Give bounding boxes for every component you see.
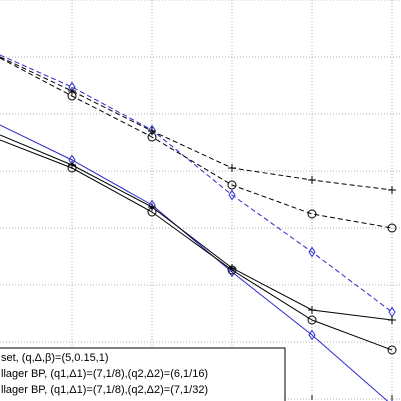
marker bbox=[228, 266, 236, 278]
marker bbox=[387, 345, 397, 355]
marker bbox=[228, 164, 236, 172]
marker bbox=[388, 186, 396, 194]
marker bbox=[227, 180, 237, 190]
legend-label: llager BP, (q1,Δ1)=(7,1/8),(q2,Δ2)=(7,1/… bbox=[1, 384, 208, 396]
marker bbox=[227, 265, 237, 275]
marker bbox=[387, 223, 397, 233]
marker bbox=[307, 209, 317, 219]
marker bbox=[308, 329, 316, 341]
marker bbox=[68, 87, 76, 95]
marker bbox=[308, 176, 316, 184]
marker bbox=[148, 203, 156, 211]
marker bbox=[67, 163, 77, 173]
marker bbox=[147, 207, 157, 217]
series-line bbox=[0, 56, 393, 191]
series-line bbox=[0, 139, 393, 351]
marker bbox=[388, 316, 396, 324]
series-line bbox=[0, 57, 393, 229]
legend-label: llager BP, (q1,Δ1)=(7,1/8),(q2,Δ2)=(6,1/… bbox=[1, 368, 208, 380]
series-line bbox=[0, 134, 393, 321]
marker bbox=[307, 315, 317, 325]
marker bbox=[308, 306, 316, 314]
marker bbox=[67, 91, 77, 101]
series-line bbox=[0, 54, 393, 313]
marker bbox=[228, 189, 236, 201]
legend-label: set, (q,Δ,β)=(5,0.15,1) bbox=[1, 352, 109, 364]
marker bbox=[148, 127, 156, 135]
legend-box bbox=[0, 347, 286, 401]
marker bbox=[308, 246, 316, 258]
series-line bbox=[0, 124, 389, 401]
marker bbox=[147, 132, 157, 142]
